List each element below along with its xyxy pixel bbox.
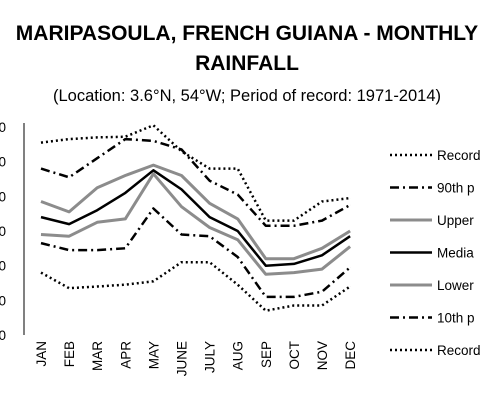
legend-label-2: 90th p: [437, 181, 475, 196]
y-axis-ticks: 0 0 0 0 0 0 0: [0, 120, 6, 343]
series-line-5: [40, 172, 352, 276]
series-line-3: [40, 163, 351, 261]
x-tick-label-june: JUNE: [175, 341, 190, 376]
x-tick-label-nov: NOV: [315, 341, 330, 370]
series-line-7: [40, 260, 351, 312]
x-tick-label-apr: APR: [118, 341, 133, 369]
x-tick-label-sep: SEP: [259, 341, 274, 368]
legend-label-5: Lower: [437, 278, 474, 293]
x-tick-label-feb: FEB: [62, 341, 77, 367]
legend: Record 90th p Upper Media Lower 10th p Record: [390, 148, 481, 358]
series-line-2: [40, 137, 351, 228]
y-tick-label: 0: [0, 224, 6, 239]
y-tick-label: 0: [0, 259, 6, 274]
x-tick-label-jan: JAN: [34, 341, 49, 367]
legend-label-1: Record: [437, 148, 481, 163]
x-tick-label-aug: AUG: [231, 341, 246, 370]
chart-subtitle: (Location: 3.6°N, 54°W; Period of record…: [53, 87, 441, 105]
x-tick-label-dec: DEC: [343, 341, 358, 370]
x-tick-label-may: MAY: [146, 341, 161, 369]
series-lines: [40, 124, 352, 312]
y-tick-label: 0: [0, 155, 6, 170]
chart-title-line-1: MARIPASOULA, FRENCH GUIANA - MONTHLY: [16, 22, 478, 45]
y-tick-label: 0: [0, 189, 6, 204]
y-tick-label: 0: [0, 328, 6, 343]
chart-title-line-2: RAINFALL: [195, 52, 299, 75]
series-line-6: [40, 207, 351, 299]
y-tick-label: 0: [0, 120, 6, 135]
legend-label-3: Upper: [437, 213, 474, 228]
series-line-1: [40, 124, 351, 222]
y-tick-label: 0: [0, 293, 6, 308]
series-line-4: [40, 169, 351, 267]
x-tick-label-july: JULY: [203, 341, 218, 373]
x-tick-label-oct: OCT: [287, 341, 302, 370]
legend-label-7: Record: [437, 343, 481, 358]
legend-label-6: 10th p: [437, 311, 475, 326]
x-tick-label-mar: MAR: [90, 341, 105, 371]
legend-label-4: Media: [437, 246, 474, 261]
x-axis-ticks: JAN FEB MAR APR MAY JUNE JULY AUG SEP OCT NOV DEC: [34, 341, 358, 377]
